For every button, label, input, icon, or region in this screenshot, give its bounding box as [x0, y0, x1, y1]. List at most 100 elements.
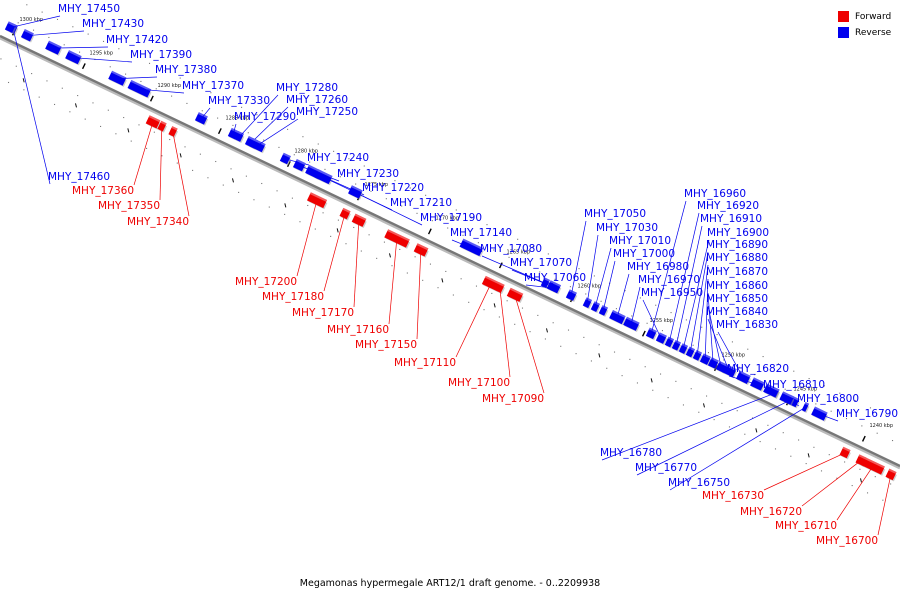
gene-label[interactable]: MHY_16810: [763, 379, 825, 391]
gene-label[interactable]: MHY_16920: [697, 200, 759, 212]
gene-label[interactable]: MHY_16880: [706, 252, 768, 264]
gene-label[interactable]: MHY_16790: [836, 408, 898, 420]
gene-label[interactable]: MHY_17190: [420, 212, 482, 224]
MHY_16750-block[interactable]: [801, 402, 810, 413]
MHY_17170-block[interactable]: [351, 213, 367, 229]
tick-label: 1260 kbp: [577, 284, 601, 290]
gene-label[interactable]: MHY_16730: [702, 490, 764, 502]
gene-label[interactable]: MHY_16830: [716, 319, 778, 331]
MHY_17210-block[interactable]: [314, 169, 334, 186]
gene-label[interactable]: MHY_17330: [208, 95, 270, 107]
gene-label[interactable]: MHY_17060: [524, 272, 586, 284]
gene-label[interactable]: MHY_16970: [638, 274, 700, 286]
MHY_17150-block[interactable]: [413, 243, 429, 258]
gene-label[interactable]: MHY_17450: [58, 3, 120, 15]
gene-label[interactable]: MHY_17030: [596, 222, 658, 234]
MHY_17110-block[interactable]: [481, 275, 502, 292]
MHY_17380-block[interactable]: [108, 70, 128, 87]
gene-label[interactable]: MHY_17230: [337, 168, 399, 180]
MHY_16780-block[interactable]: [771, 387, 780, 399]
MHY_17100-block[interactable]: [495, 282, 506, 295]
gene-label[interactable]: MHY_17100: [448, 377, 510, 389]
MHY_17340-block[interactable]: [168, 126, 179, 138]
gene-label[interactable]: MHY_17260: [286, 94, 348, 106]
track-dot: [125, 73, 127, 75]
gene-label[interactable]: MHY_16770: [635, 462, 697, 474]
gene-label[interactable]: MHY_17170: [292, 307, 354, 319]
gene-label[interactable]: MHY_17380: [155, 64, 217, 76]
MHY_16830-block[interactable]: [736, 370, 752, 386]
MHY_17010-block[interactable]: [590, 301, 602, 314]
gene-label[interactable]: MHY_17160: [327, 324, 389, 336]
gene-label[interactable]: MHY_17340: [127, 216, 189, 228]
gene-label[interactable]: MHY_16900: [707, 227, 769, 239]
MHY_17370-block[interactable]: [127, 79, 152, 99]
gene-label[interactable]: MHY_16700: [816, 535, 878, 547]
gene-label[interactable]: MHY_17220: [362, 182, 424, 194]
gene-label[interactable]: MHY_17460: [48, 171, 110, 183]
gene-label[interactable]: MHY_16870: [706, 266, 768, 278]
MHY_17200-block[interactable]: [306, 192, 329, 210]
MHY_17190-block[interactable]: [348, 185, 364, 200]
gene-label[interactable]: MHY_17280: [276, 82, 338, 94]
MHY_16710-block[interactable]: [861, 457, 886, 476]
gene-label[interactable]: MHY_17090: [482, 393, 544, 405]
gene-label[interactable]: MHY_17110: [394, 357, 456, 369]
gene-label[interactable]: MHY_17080: [480, 243, 542, 255]
gene-label[interactable]: MHY_17290: [234, 111, 296, 123]
gene-label[interactable]: MHY_17420: [106, 34, 168, 46]
gene-label[interactable]: MHY_16950: [641, 287, 703, 299]
gene-label[interactable]: MHY_16820: [727, 363, 789, 375]
MHY_17430-block[interactable]: [20, 29, 35, 43]
gene-label[interactable]: MHY_16800: [797, 393, 859, 405]
MHY_16950-block[interactable]: [655, 332, 669, 346]
MHY_17330-block[interactable]: [194, 112, 209, 126]
MHY_17140-block[interactable]: [459, 238, 484, 258]
gene-label[interactable]: MHY_17370: [182, 80, 244, 92]
gene-label[interactable]: MHY_17050: [584, 208, 646, 220]
gene-label[interactable]: MHY_16780: [600, 447, 662, 459]
gene-label[interactable]: MHY_17200: [235, 276, 297, 288]
MHY_17050-block[interactable]: [565, 289, 579, 303]
gene-label[interactable]: MHY_16750: [668, 477, 730, 489]
MHY_17180-block[interactable]: [339, 207, 352, 221]
MHY_17230-block[interactable]: [292, 158, 307, 173]
gene-label[interactable]: MHY_17240: [307, 152, 369, 164]
gene-label[interactable]: MHY_16850: [706, 293, 768, 305]
gene-label[interactable]: MHY_17360: [72, 185, 134, 197]
MHY_16730-block[interactable]: [839, 446, 852, 460]
gene-label[interactable]: MHY_16890: [706, 239, 768, 251]
MHY_16790-block[interactable]: [811, 406, 829, 422]
gene-label[interactable]: MHY_16710: [775, 520, 837, 532]
MHY_17390-block[interactable]: [65, 50, 83, 66]
gene-label[interactable]: MHY_17140: [450, 227, 512, 239]
gene-label[interactable]: MHY_16980: [627, 261, 689, 273]
gene-label[interactable]: MHY_17250: [296, 106, 358, 118]
gene-label[interactable]: MHY_17070: [510, 257, 572, 269]
gene-label[interactable]: MHY_16860: [706, 280, 768, 292]
MHY_16840-block[interactable]: [722, 363, 738, 379]
gene-label[interactable]: MHY_16840: [706, 306, 768, 318]
MHY_16770-block[interactable]: [786, 394, 795, 406]
gene-label[interactable]: MHY_16960: [684, 188, 746, 200]
gene-label[interactable]: MHY_17210: [390, 197, 452, 209]
MHY_17360-block[interactable]: [145, 115, 161, 130]
gene-label[interactable]: MHY_17180: [262, 291, 324, 303]
gene-label[interactable]: MHY_16910: [700, 213, 762, 225]
MHY_17160-block[interactable]: [384, 229, 411, 249]
gene-label[interactable]: MHY_17350: [98, 200, 160, 212]
gene-label[interactable]: MHY_16720: [740, 506, 802, 518]
MHY_17240-block[interactable]: [279, 152, 293, 166]
MHY_17060-block[interactable]: [551, 282, 563, 295]
MHY_16700-block[interactable]: [885, 468, 898, 482]
MHY_16820-block[interactable]: [750, 377, 766, 392]
MHY_17350-block[interactable]: [157, 120, 168, 133]
track-dot: [138, 124, 140, 126]
gene-label[interactable]: MHY_17010: [609, 235, 671, 247]
gene-label[interactable]: MHY_17390: [130, 49, 192, 61]
gene-label[interactable]: MHY_17000: [613, 248, 675, 260]
gene-label[interactable]: MHY_17150: [355, 339, 417, 351]
MHY_17090-block[interactable]: [506, 287, 525, 303]
MHY_17420-block[interactable]: [45, 40, 63, 56]
gene-label[interactable]: MHY_17430: [82, 18, 144, 30]
